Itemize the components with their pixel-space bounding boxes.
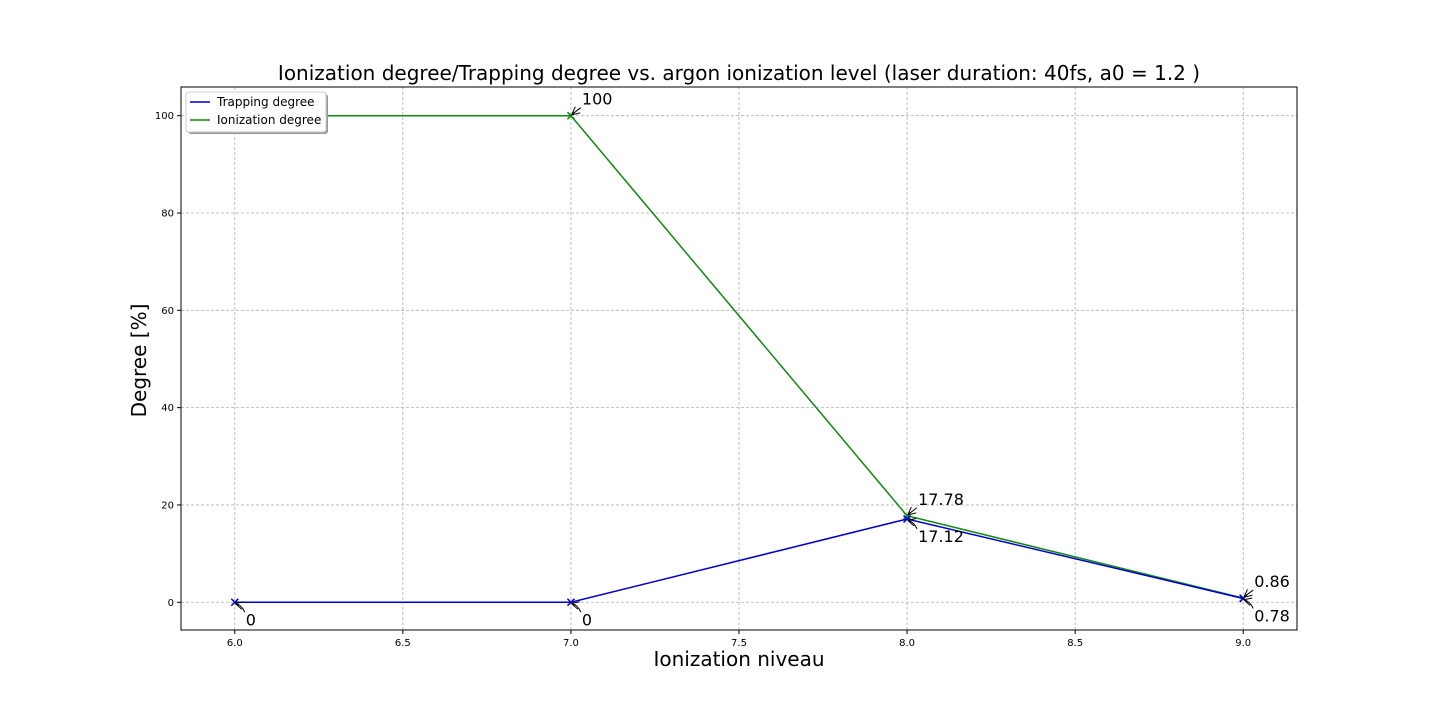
- svg-text:0.78: 0.78: [1254, 606, 1290, 625]
- y-tick-label: 20: [161, 500, 174, 511]
- series-line: [234, 114, 1244, 599]
- legend-label: Trapping degree: [216, 95, 315, 109]
- series-line: [234, 518, 1244, 604]
- legend: Trapping degree Ionization degree: [185, 91, 328, 134]
- data-label: 100: [572, 90, 612, 115]
- x-tick-label: 7.0: [563, 638, 579, 649]
- legend-box: [185, 91, 327, 133]
- data-label: 0.86: [1245, 572, 1290, 597]
- svg-text:0: 0: [582, 610, 592, 629]
- y-tick-label: 0: [168, 598, 174, 609]
- x-tick-label: 6.5: [395, 638, 411, 649]
- y-tick-label: 60: [161, 306, 174, 317]
- annotation-layer: 0 0 17.12 0.78 100 17.78 0.86: [236, 90, 1290, 629]
- y-tick-label: 40: [161, 403, 174, 414]
- legend-label: Ionization degree: [217, 113, 321, 127]
- data-label: 0: [572, 604, 592, 629]
- data-label: 17.12: [909, 520, 964, 546]
- chart-title: Ionization degree/Trapping degree vs. ar…: [278, 61, 1200, 85]
- svg-text:0.86: 0.86: [1254, 572, 1290, 591]
- svg-text:17.78: 17.78: [918, 490, 964, 509]
- x-tick-label: 8.0: [899, 638, 915, 649]
- data-label: 0.78: [1245, 600, 1290, 625]
- x-tick-label: 6.0: [227, 638, 243, 649]
- legend-item: Trapping degree: [190, 95, 315, 109]
- svg-text:17.12: 17.12: [918, 527, 964, 546]
- grid-layer: [181, 87, 1297, 630]
- y-tick-label: 100: [155, 111, 174, 122]
- svg-text:0: 0: [246, 610, 256, 629]
- x-tick-label: 9.0: [1235, 638, 1251, 649]
- x-tick-label: 8.5: [1067, 638, 1083, 649]
- x-axis-label: Ionization niveau: [653, 647, 824, 671]
- data-label: 0: [236, 604, 256, 629]
- tick-layer: 6.0 6.5 7.0 7.5 8.0 8.5 9.0 0 20 40 60 80 100: [155, 111, 1251, 649]
- y-axis-label: Degree [%]: [127, 304, 151, 418]
- legend-item: Ionization degree: [190, 113, 321, 127]
- data-label: 17.78: [909, 490, 964, 515]
- x-tick-label: 7.5: [731, 638, 747, 649]
- y-tick-label: 80: [161, 209, 174, 220]
- svg-text:100: 100: [582, 90, 613, 109]
